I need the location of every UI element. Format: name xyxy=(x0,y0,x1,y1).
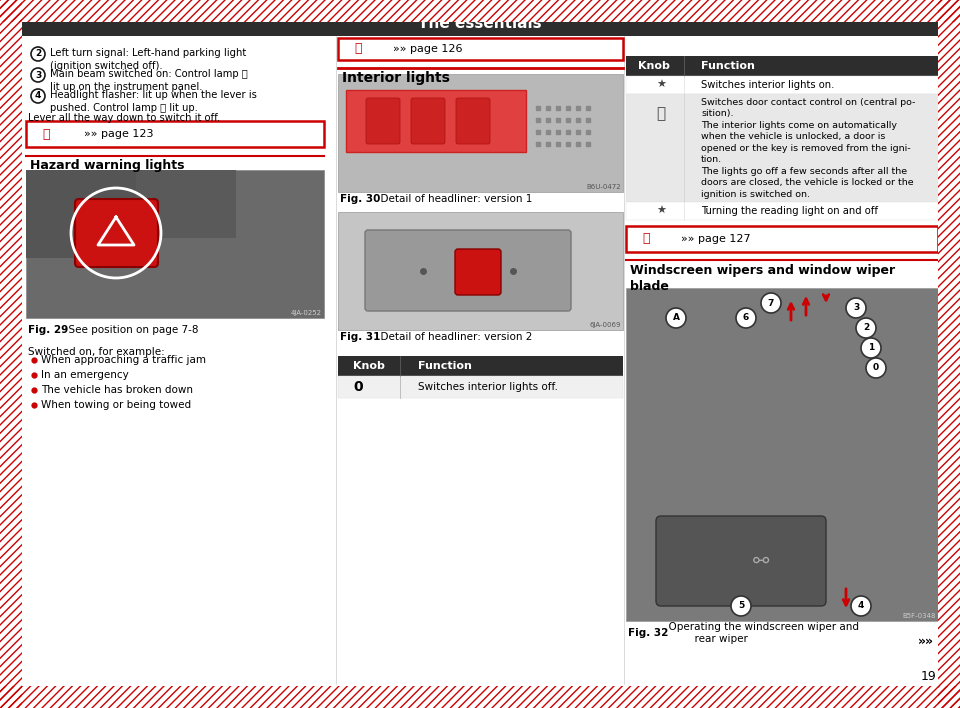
Text: »» page 126: »» page 126 xyxy=(393,44,463,54)
Circle shape xyxy=(736,308,756,328)
FancyBboxPatch shape xyxy=(365,230,571,311)
FancyBboxPatch shape xyxy=(0,686,960,708)
Text: Turning the reading light on and off: Turning the reading light on and off xyxy=(701,206,878,216)
Text: Detail of headliner: version 1: Detail of headliner: version 1 xyxy=(374,194,533,204)
Text: Fig. 32: Fig. 32 xyxy=(628,628,668,638)
Text: Function: Function xyxy=(701,61,755,71)
FancyBboxPatch shape xyxy=(366,98,400,144)
Text: ⓓ: ⓓ xyxy=(657,106,665,121)
Text: B5F-0348: B5F-0348 xyxy=(902,613,936,619)
FancyBboxPatch shape xyxy=(26,121,324,147)
Text: Hazard warning lights: Hazard warning lights xyxy=(30,159,184,172)
FancyBboxPatch shape xyxy=(626,226,938,252)
Text: 1: 1 xyxy=(868,343,875,353)
FancyBboxPatch shape xyxy=(626,202,938,220)
Text: A: A xyxy=(673,314,680,323)
Text: Operating the windscreen wiper and
          rear wiper: Operating the windscreen wiper and rear … xyxy=(662,622,859,644)
Text: 4: 4 xyxy=(858,602,864,610)
Circle shape xyxy=(31,47,45,61)
Circle shape xyxy=(856,318,876,338)
Text: Headlight flasher: lit up when the lever is
pushed. Control lamp ⓭ lit up.: Headlight flasher: lit up when the lever… xyxy=(50,90,257,113)
Text: When towing or being towed: When towing or being towed xyxy=(41,400,191,410)
Circle shape xyxy=(761,293,781,313)
FancyBboxPatch shape xyxy=(938,0,960,708)
Text: See position on page 7-8: See position on page 7-8 xyxy=(62,325,199,335)
Text: Interior lights: Interior lights xyxy=(342,71,450,85)
Text: Switches interior lights on.: Switches interior lights on. xyxy=(701,80,834,90)
Circle shape xyxy=(666,308,686,328)
Text: Fig. 31: Fig. 31 xyxy=(340,332,380,342)
Circle shape xyxy=(851,596,871,616)
Circle shape xyxy=(31,68,45,82)
FancyBboxPatch shape xyxy=(338,74,623,192)
Circle shape xyxy=(866,358,886,378)
Text: When approaching a traffic jam: When approaching a traffic jam xyxy=(41,355,206,365)
Circle shape xyxy=(31,89,45,103)
Text: Main beam switched on: Control lamp ⓭
lit up on the instrument panel.: Main beam switched on: Control lamp ⓭ li… xyxy=(50,69,248,92)
Text: 0: 0 xyxy=(873,363,879,372)
FancyBboxPatch shape xyxy=(75,199,158,267)
Text: 6: 6 xyxy=(743,314,749,323)
Text: 4: 4 xyxy=(35,91,41,101)
Text: 3: 3 xyxy=(852,304,859,312)
Text: 7: 7 xyxy=(768,299,774,307)
Text: In an emergency: In an emergency xyxy=(41,370,129,380)
Text: Lever all the way down to switch it off.: Lever all the way down to switch it off. xyxy=(28,113,220,123)
FancyBboxPatch shape xyxy=(338,356,623,376)
Text: Fig. 29: Fig. 29 xyxy=(28,325,68,335)
Text: »»: »» xyxy=(918,634,934,648)
FancyBboxPatch shape xyxy=(26,170,324,318)
Text: ★: ★ xyxy=(656,206,666,216)
FancyBboxPatch shape xyxy=(411,98,445,144)
Text: Detail of headliner: version 2: Detail of headliner: version 2 xyxy=(374,332,533,342)
FancyBboxPatch shape xyxy=(626,288,938,621)
Text: Left turn signal: Left-hand parking light
(ignition switched off).: Left turn signal: Left-hand parking ligh… xyxy=(50,48,247,71)
FancyBboxPatch shape xyxy=(0,0,960,22)
FancyBboxPatch shape xyxy=(136,170,236,238)
Text: Windscreen wipers and window wiper
blade: Windscreen wipers and window wiper blade xyxy=(630,264,895,293)
Text: »» page 127: »» page 127 xyxy=(681,234,751,244)
Text: Function: Function xyxy=(418,361,472,371)
Text: 6JA-0069: 6JA-0069 xyxy=(589,322,621,328)
FancyBboxPatch shape xyxy=(346,90,526,152)
Text: The vehicle has broken down: The vehicle has broken down xyxy=(41,385,193,395)
Text: 0: 0 xyxy=(353,380,363,394)
Text: Fig. 30: Fig. 30 xyxy=(340,194,380,204)
Text: »» page 123: »» page 123 xyxy=(84,129,154,139)
FancyBboxPatch shape xyxy=(626,56,938,76)
Text: 2: 2 xyxy=(35,50,41,59)
Circle shape xyxy=(861,338,881,358)
Circle shape xyxy=(731,596,751,616)
Text: Switched on, for example:: Switched on, for example: xyxy=(28,347,165,357)
Text: carmanualsonline.info: carmanualsonline.info xyxy=(422,692,538,702)
FancyBboxPatch shape xyxy=(656,516,826,606)
FancyBboxPatch shape xyxy=(626,94,938,202)
Text: Knob: Knob xyxy=(353,361,385,371)
Text: 📖: 📖 xyxy=(354,42,362,55)
Text: 19: 19 xyxy=(921,670,936,683)
Text: 📖: 📖 xyxy=(42,127,50,140)
Text: 3: 3 xyxy=(35,71,41,79)
Text: Switches interior lights off.: Switches interior lights off. xyxy=(418,382,558,392)
Text: The essentials: The essentials xyxy=(419,16,541,31)
Text: Knob: Knob xyxy=(638,61,670,71)
FancyBboxPatch shape xyxy=(338,376,623,398)
Text: 5: 5 xyxy=(738,602,744,610)
Circle shape xyxy=(846,298,866,318)
Text: ★: ★ xyxy=(656,80,666,90)
Text: B6U-0472: B6U-0472 xyxy=(587,184,621,190)
FancyBboxPatch shape xyxy=(0,0,22,708)
FancyBboxPatch shape xyxy=(338,212,623,330)
FancyBboxPatch shape xyxy=(338,38,623,60)
FancyBboxPatch shape xyxy=(22,12,938,36)
Text: 2: 2 xyxy=(863,324,869,333)
Text: 4JA-0252: 4JA-0252 xyxy=(291,310,322,316)
Text: ⚯: ⚯ xyxy=(753,552,769,571)
Text: 📖: 📖 xyxy=(642,232,650,246)
FancyBboxPatch shape xyxy=(456,98,490,144)
Text: Switches door contact control on (central po-
sition).
The interior lights come : Switches door contact control on (centra… xyxy=(701,98,916,199)
FancyBboxPatch shape xyxy=(626,76,938,94)
FancyBboxPatch shape xyxy=(455,249,501,295)
FancyBboxPatch shape xyxy=(26,170,136,258)
